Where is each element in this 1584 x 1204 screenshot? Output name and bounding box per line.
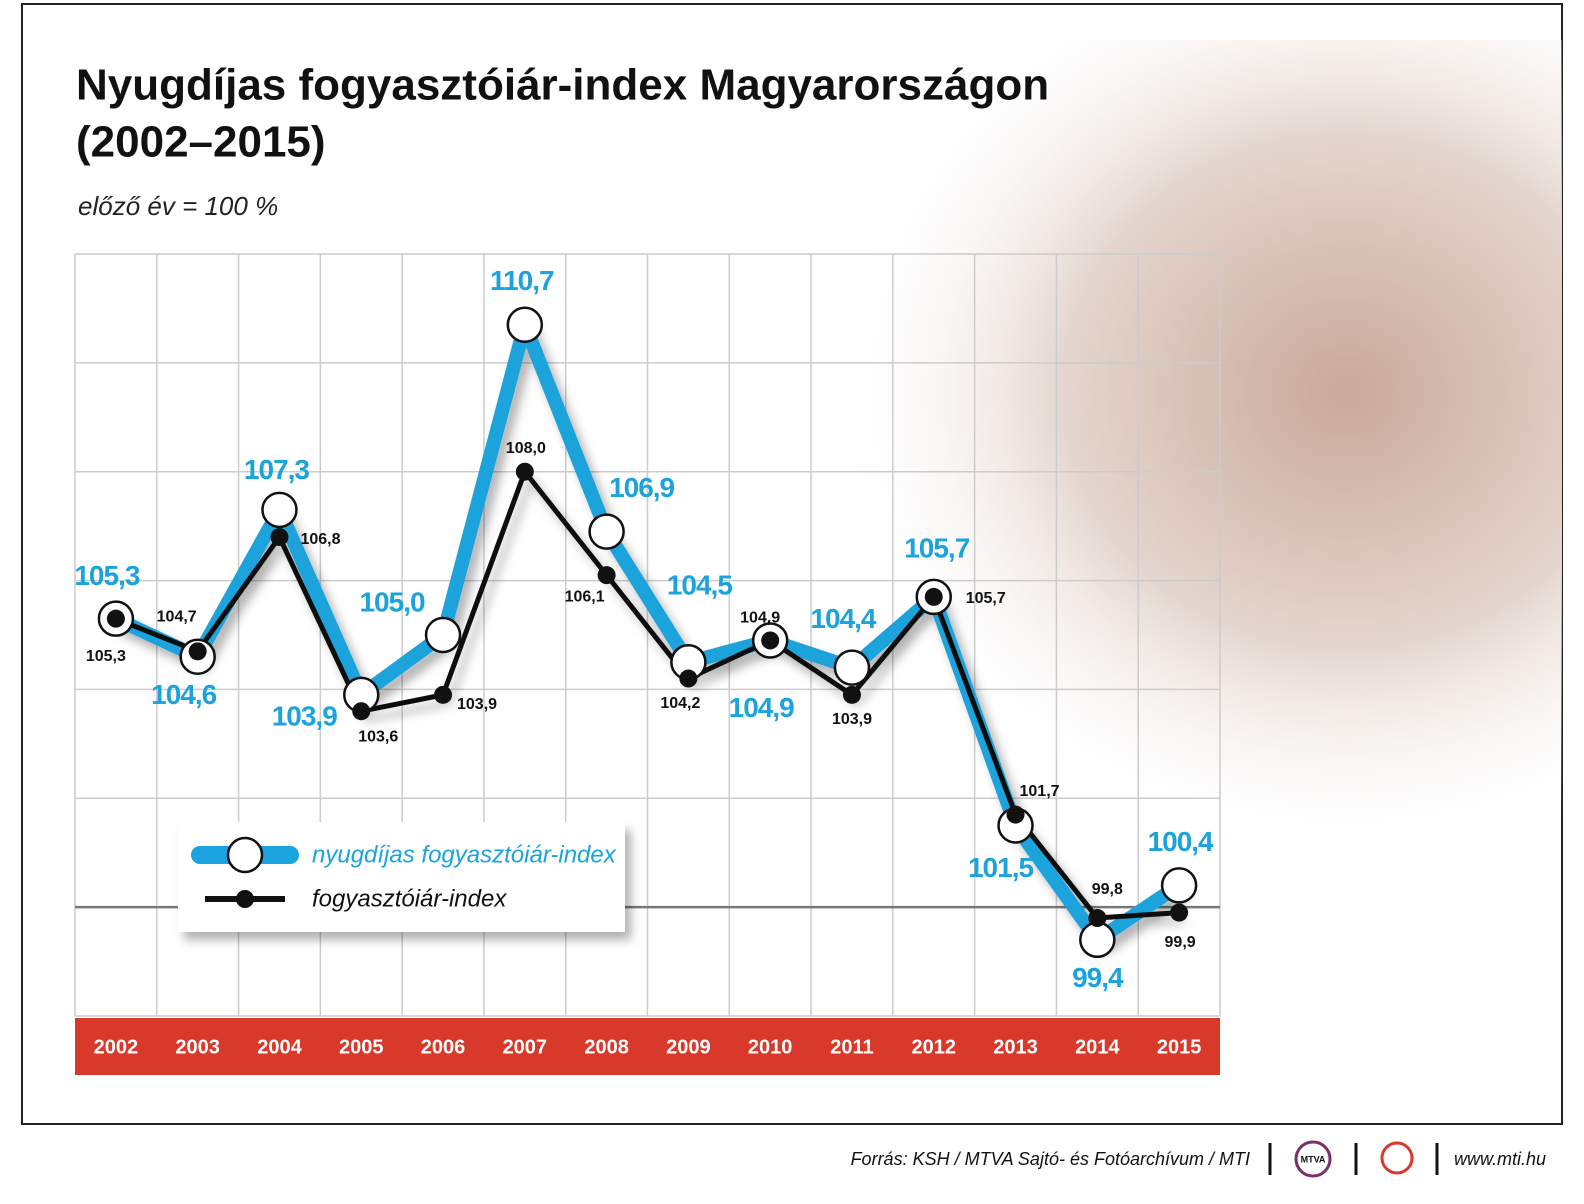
data-label: 110,7 [490, 265, 554, 296]
cpi-point [1088, 909, 1107, 928]
data-label: 105,3 [86, 648, 126, 665]
data-label: 100,4 [1148, 826, 1214, 857]
cpi-point [842, 685, 861, 704]
logo: MTVA [1301, 1154, 1326, 1164]
cpi-point [761, 631, 780, 650]
x-tick-label: 2002 [94, 1036, 139, 1058]
cpi-point [1006, 805, 1025, 824]
pension-point [506, 306, 544, 344]
data-label: 107,3 [244, 454, 309, 485]
cpi-point [597, 566, 616, 585]
x-tick-label: 2004 [257, 1036, 302, 1058]
year-band [75, 1018, 1220, 1075]
data-label: 99,8 [1092, 881, 1123, 898]
cpi-point [270, 528, 289, 547]
pension-point [1079, 921, 1116, 959]
data-label: 105,3 [74, 560, 139, 591]
legend-label: fogyasztóiár-index [312, 885, 507, 912]
chart-subtitle: előző év = 100 % [78, 191, 278, 221]
data-label: 105,7 [966, 590, 1006, 607]
chart-title: (2002–2015) [76, 118, 326, 167]
data-label: 103,9 [272, 700, 337, 731]
data-label: 101,5 [968, 852, 1033, 883]
cpi-point [188, 642, 207, 661]
logo-mark [1380, 1141, 1414, 1175]
legend-swatch [236, 890, 254, 908]
data-label: 104,9 [740, 610, 780, 627]
cpi-point [679, 669, 698, 688]
x-tick-label: 2012 [912, 1036, 957, 1058]
x-tick-label: 2008 [584, 1036, 629, 1058]
data-label: 106,1 [565, 588, 605, 605]
data-label: 99,9 [1165, 934, 1196, 951]
logo-ring [1294, 1140, 1332, 1178]
pension-point [1160, 867, 1198, 904]
chart-title: Nyugdíjas fogyasztóiár-index Magyarorszá… [76, 61, 1049, 110]
data-label: 106,8 [300, 531, 340, 548]
legend-swatch [226, 836, 264, 874]
pension-point [261, 491, 298, 529]
background-photo [700, 40, 1562, 820]
x-tick-label: 2003 [175, 1036, 220, 1058]
data-label: 104,5 [667, 570, 732, 601]
x-tick-label: 2011 [830, 1036, 873, 1058]
cpi-point [352, 702, 371, 721]
x-tick-label: 2014 [1075, 1036, 1120, 1058]
data-label: 103,6 [358, 728, 398, 745]
data-label: 105,7 [904, 532, 969, 563]
cpi-line [114, 469, 1180, 921]
x-tick-label: 2006 [421, 1036, 466, 1058]
pension-point [424, 616, 462, 654]
data-label: 105,0 [359, 586, 424, 617]
data-label: 103,9 [832, 711, 872, 728]
data-label: 108,0 [506, 440, 546, 457]
data-label: 99,4 [1072, 962, 1124, 993]
data-label: 104,4 [810, 603, 876, 634]
website: www.mti.hu [1454, 1149, 1546, 1169]
x-tick-label: 2015 [1157, 1036, 1202, 1058]
data-label: 106,9 [609, 472, 674, 503]
data-label: 101,7 [1020, 783, 1060, 800]
x-tick-label: 2005 [339, 1036, 384, 1058]
legend-label: nyugdíjas fogyasztóiár-index [312, 841, 617, 868]
x-tick-label: 2009 [666, 1036, 711, 1058]
source: Forrás: KSH / MTVA Sajtó- és Fotóarchívu… [851, 1149, 1250, 1169]
cpi-point [924, 587, 943, 606]
x-tick-label: 2010 [748, 1036, 793, 1058]
cpi-point [434, 685, 453, 704]
data-label: 104,9 [729, 692, 794, 723]
lines [112, 317, 1183, 947]
pension-line [112, 317, 1183, 947]
cpi-point [515, 462, 534, 481]
cpi-point [106, 609, 125, 628]
pension-point [588, 513, 625, 550]
x-tick-label: 2013 [993, 1036, 1038, 1058]
data-label: 104,7 [157, 609, 197, 626]
data-label: 103,9 [457, 696, 497, 713]
pension-point [833, 649, 871, 686]
data-label: 104,6 [151, 679, 216, 710]
data-label: 104,2 [660, 695, 700, 712]
cpi-point [1170, 903, 1189, 922]
x-tick-label: 2007 [503, 1036, 548, 1058]
